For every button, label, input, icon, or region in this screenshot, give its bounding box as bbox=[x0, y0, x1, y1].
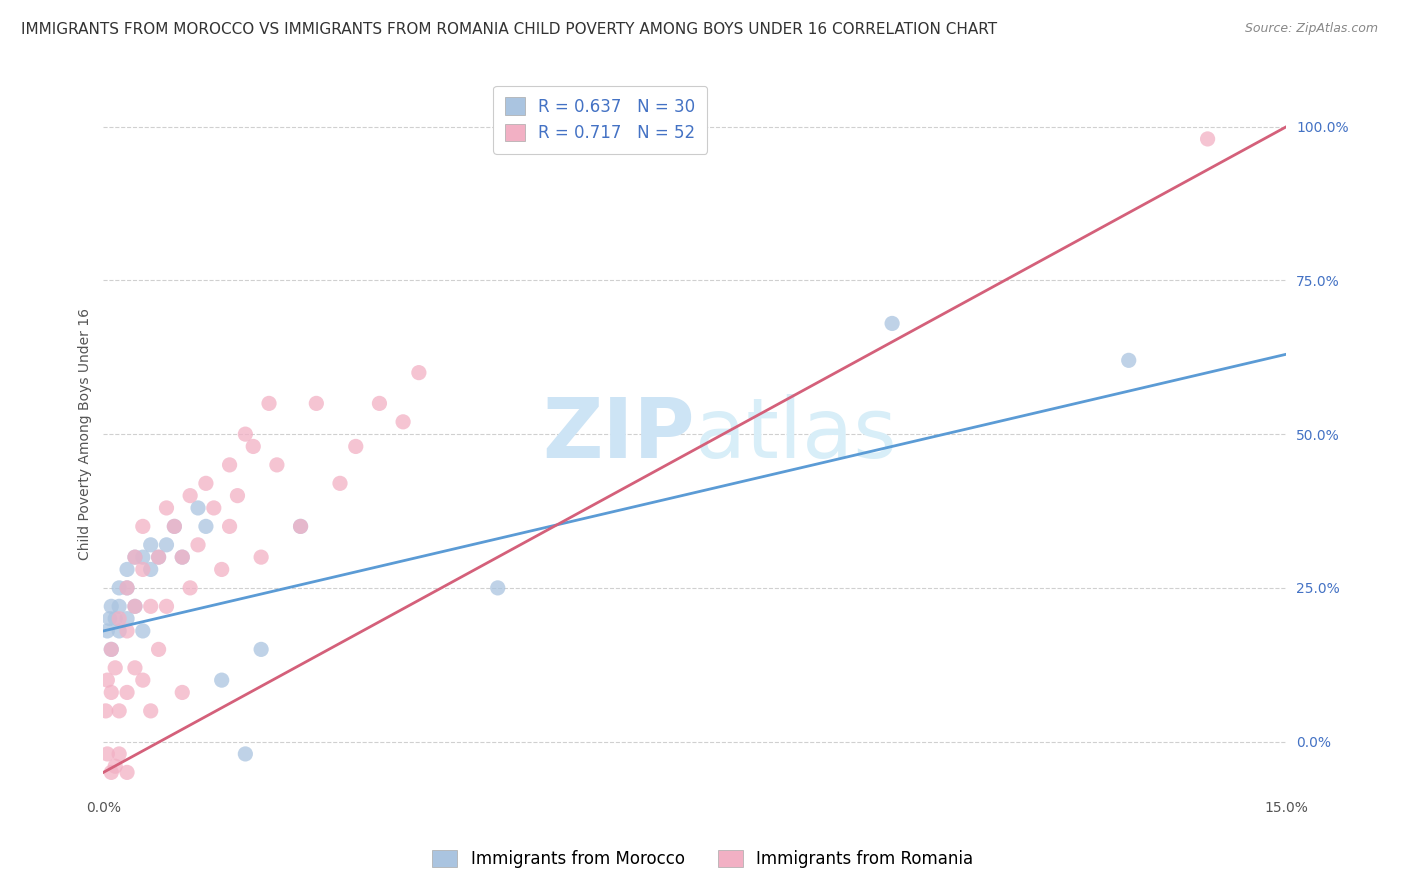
Point bbox=[179, 489, 201, 503]
Point bbox=[139, 704, 162, 718]
Point bbox=[148, 550, 170, 565]
Point bbox=[108, 704, 131, 718]
Point bbox=[194, 476, 217, 491]
Point bbox=[132, 550, 155, 565]
Point bbox=[108, 747, 131, 761]
Point bbox=[115, 765, 138, 780]
Point bbox=[211, 562, 233, 576]
Point bbox=[100, 642, 122, 657]
Point bbox=[100, 685, 122, 699]
Point bbox=[139, 562, 162, 576]
Point bbox=[368, 396, 391, 410]
Point bbox=[218, 519, 240, 533]
Point bbox=[235, 427, 257, 442]
Y-axis label: Child Poverty Among Boys Under 16: Child Poverty Among Boys Under 16 bbox=[79, 308, 93, 560]
Point bbox=[329, 476, 352, 491]
Point bbox=[408, 366, 430, 380]
Point bbox=[187, 500, 209, 515]
Legend: R = 0.637   N = 30, R = 0.717   N = 52: R = 0.637 N = 30, R = 0.717 N = 52 bbox=[494, 86, 707, 153]
Point bbox=[132, 673, 155, 687]
Point bbox=[115, 624, 138, 638]
Point bbox=[100, 765, 122, 780]
Point bbox=[155, 500, 177, 515]
Text: ZIP: ZIP bbox=[543, 393, 695, 475]
Point bbox=[124, 550, 146, 565]
Text: Source: ZipAtlas.com: Source: ZipAtlas.com bbox=[1244, 22, 1378, 36]
Point bbox=[115, 612, 138, 626]
Point bbox=[108, 599, 131, 614]
Point bbox=[96, 624, 118, 638]
Point bbox=[115, 581, 138, 595]
Point bbox=[115, 581, 138, 595]
Point bbox=[100, 642, 122, 657]
Point bbox=[148, 550, 170, 565]
Point bbox=[226, 489, 249, 503]
Point bbox=[124, 550, 146, 565]
Point bbox=[94, 704, 117, 718]
Point bbox=[218, 458, 240, 472]
Point bbox=[202, 500, 225, 515]
Point bbox=[132, 624, 155, 638]
Point bbox=[266, 458, 288, 472]
Point bbox=[1197, 132, 1219, 146]
Point bbox=[124, 599, 146, 614]
Text: IMMIGRANTS FROM MOROCCO VS IMMIGRANTS FROM ROMANIA CHILD POVERTY AMONG BOYS UNDE: IMMIGRANTS FROM MOROCCO VS IMMIGRANTS FR… bbox=[21, 22, 997, 37]
Point bbox=[172, 550, 194, 565]
Point bbox=[179, 581, 201, 595]
Point bbox=[124, 599, 146, 614]
Point bbox=[257, 396, 280, 410]
Point bbox=[392, 415, 415, 429]
Text: atlas: atlas bbox=[695, 393, 897, 475]
Point bbox=[250, 642, 273, 657]
Point bbox=[124, 661, 146, 675]
Point bbox=[344, 439, 367, 453]
Point bbox=[115, 562, 138, 576]
Point bbox=[108, 581, 131, 595]
Point bbox=[139, 538, 162, 552]
Point bbox=[155, 599, 177, 614]
Point bbox=[139, 599, 162, 614]
Point bbox=[96, 747, 118, 761]
Point bbox=[104, 661, 127, 675]
Point bbox=[211, 673, 233, 687]
Point bbox=[108, 612, 131, 626]
Point bbox=[172, 685, 194, 699]
Point bbox=[194, 519, 217, 533]
Point bbox=[242, 439, 264, 453]
Point bbox=[100, 599, 122, 614]
Point bbox=[235, 747, 257, 761]
Point bbox=[187, 538, 209, 552]
Point bbox=[108, 624, 131, 638]
Point bbox=[148, 642, 170, 657]
Point bbox=[155, 538, 177, 552]
Point bbox=[882, 317, 904, 331]
Point bbox=[305, 396, 328, 410]
Point bbox=[290, 519, 312, 533]
Point bbox=[104, 759, 127, 773]
Point bbox=[132, 562, 155, 576]
Point bbox=[290, 519, 312, 533]
Point bbox=[163, 519, 186, 533]
Point bbox=[115, 685, 138, 699]
Legend: Immigrants from Morocco, Immigrants from Romania: Immigrants from Morocco, Immigrants from… bbox=[426, 843, 980, 875]
Point bbox=[163, 519, 186, 533]
Point bbox=[104, 612, 127, 626]
Point bbox=[486, 581, 509, 595]
Point bbox=[98, 612, 121, 626]
Point bbox=[96, 673, 118, 687]
Point bbox=[172, 550, 194, 565]
Point bbox=[250, 550, 273, 565]
Point bbox=[132, 519, 155, 533]
Point bbox=[1118, 353, 1140, 368]
